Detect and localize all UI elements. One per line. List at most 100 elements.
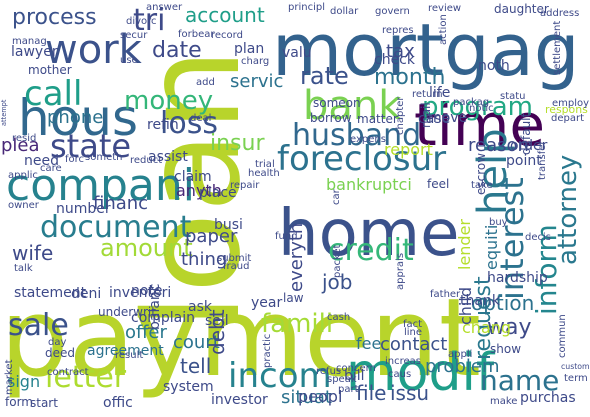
word-sell: sell bbox=[205, 313, 229, 329]
word-rate: rate bbox=[300, 62, 349, 90]
word-refin: refin bbox=[147, 117, 179, 133]
word-underwrit: underwrit bbox=[98, 305, 156, 319]
word-fee: fee bbox=[356, 334, 381, 353]
word-submit: submit bbox=[217, 253, 251, 264]
word-noth: noth bbox=[478, 58, 510, 74]
word-speak: speak bbox=[327, 374, 357, 385]
word-lawyer: lawyer bbox=[11, 44, 58, 60]
word-foreclosur: foreclosur bbox=[277, 139, 446, 179]
word-investor: investor bbox=[211, 392, 268, 408]
word-sign: sign bbox=[7, 372, 40, 391]
word-inventori: inventori bbox=[109, 285, 171, 301]
word-lender: lender bbox=[455, 219, 474, 270]
word-repres: repres bbox=[382, 25, 414, 36]
word-refus: refus bbox=[316, 366, 341, 377]
word-home: home bbox=[278, 197, 459, 271]
word-state: state bbox=[50, 127, 131, 165]
word-forc: forc bbox=[65, 154, 84, 165]
word-forbear: forbear bbox=[178, 29, 215, 40]
word-tax: tax bbox=[386, 41, 415, 62]
word-tri: tri bbox=[133, 3, 165, 38]
word-attempt: attempt bbox=[0, 99, 8, 126]
word-trial: trial bbox=[255, 159, 275, 170]
word-attorney: attorney bbox=[553, 155, 583, 265]
word-market: market bbox=[4, 359, 15, 395]
word-interest: interest bbox=[493, 177, 531, 300]
word-problem: problem bbox=[425, 356, 499, 377]
word-money: money bbox=[124, 86, 213, 116]
word-bankruptci: bankruptci bbox=[326, 175, 412, 194]
word-debt: debt bbox=[205, 309, 229, 355]
word-statement: statement bbox=[14, 285, 87, 301]
word-number: number bbox=[56, 201, 111, 217]
word-everyth: everyth bbox=[286, 223, 307, 292]
word-time: time bbox=[414, 91, 545, 159]
word-program: program bbox=[422, 92, 533, 122]
word-return: return bbox=[412, 89, 443, 100]
word-agreement: agreement bbox=[87, 343, 164, 359]
word-financ: financ bbox=[93, 193, 148, 214]
word-applic: applic bbox=[8, 170, 38, 181]
word-care: care bbox=[40, 163, 62, 174]
word-increas: increas bbox=[385, 356, 421, 367]
word-review: review bbox=[428, 3, 461, 14]
word-address: address bbox=[540, 8, 579, 19]
word-fact: fact bbox=[403, 319, 422, 330]
word-expens: expens bbox=[350, 134, 386, 145]
word-fund: fund bbox=[275, 231, 298, 242]
word-case: case bbox=[418, 111, 450, 127]
word-result: result bbox=[115, 350, 143, 361]
word-letter: letter bbox=[45, 360, 127, 395]
word-talk: talk bbox=[14, 263, 33, 274]
word-packet: packet bbox=[332, 244, 343, 278]
word-busi: busi bbox=[214, 217, 243, 233]
word-day: day bbox=[48, 337, 66, 348]
word-work: work bbox=[45, 27, 143, 73]
word-document: document bbox=[40, 210, 192, 245]
word-dollar: dollar bbox=[330, 6, 359, 17]
word-point: point bbox=[506, 153, 542, 169]
word-employ: employ bbox=[552, 98, 589, 109]
word-assist: assist bbox=[148, 149, 188, 165]
word-offer: offer bbox=[125, 322, 167, 343]
word-equiti: equiti bbox=[482, 225, 501, 270]
word-balanc: balanc bbox=[147, 283, 163, 330]
word-date: date bbox=[152, 38, 202, 63]
word-year: year bbox=[251, 295, 282, 311]
word-mortgag: mortgag bbox=[272, 8, 580, 92]
word-request: request bbox=[471, 276, 496, 360]
word-child: child bbox=[456, 287, 475, 325]
word-apprais: apprais bbox=[395, 253, 406, 290]
word-caus: caus bbox=[388, 369, 411, 380]
word-commun: commun bbox=[557, 314, 568, 358]
word-servic: servic bbox=[230, 71, 283, 92]
word-hous: hous bbox=[18, 89, 138, 147]
word-manag: manag bbox=[12, 36, 47, 47]
word-notic: notic bbox=[469, 103, 494, 114]
word-husband: husband bbox=[292, 118, 421, 153]
word-practic: practic bbox=[262, 334, 273, 368]
word-someth: someth bbox=[85, 152, 122, 163]
word-move: move bbox=[428, 110, 467, 126]
word-govern: govern bbox=[375, 6, 410, 17]
word-need: need bbox=[24, 153, 59, 169]
word-deal: deal bbox=[190, 113, 211, 124]
word-resid: resid bbox=[12, 133, 36, 144]
word-compani: compani bbox=[6, 160, 195, 211]
word-mail: mail bbox=[419, 102, 433, 128]
word-insur: insur bbox=[210, 131, 265, 156]
word-chang: chang bbox=[462, 318, 511, 337]
word-anyth: anyth bbox=[176, 181, 222, 200]
word-contact: contact bbox=[380, 334, 447, 355]
word-take: take bbox=[471, 180, 493, 191]
word-deni: deni bbox=[71, 286, 101, 302]
word-amount: amount bbox=[100, 234, 193, 262]
word-transfer: transfer bbox=[537, 140, 548, 180]
word-process: process bbox=[12, 5, 97, 30]
word-line: line bbox=[404, 327, 422, 338]
word-part: part bbox=[338, 384, 359, 395]
word-cash: cash bbox=[327, 312, 350, 323]
word-add: add bbox=[196, 77, 215, 88]
word-valu: valu bbox=[282, 45, 312, 61]
word-mother: mother bbox=[28, 63, 72, 77]
